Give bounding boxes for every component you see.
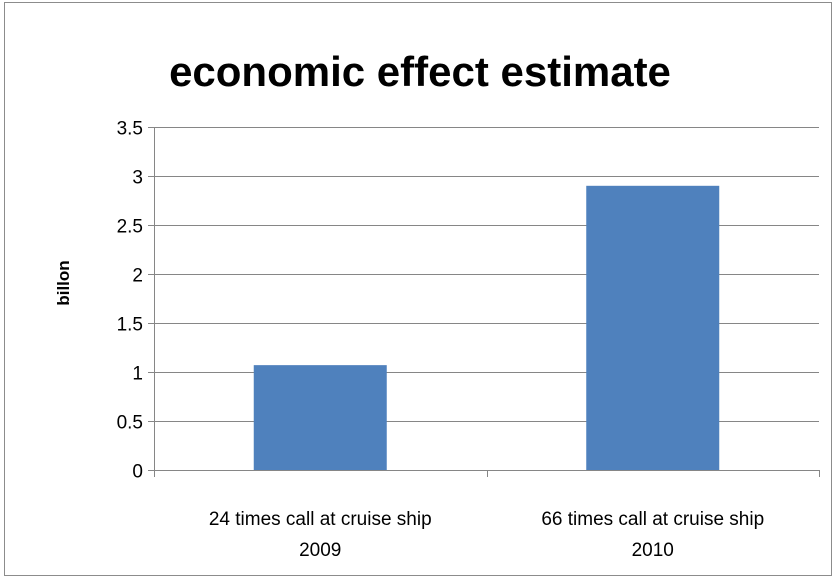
- y-tick-label: 3: [132, 168, 143, 189]
- x-category-label-line: 2010: [632, 540, 674, 561]
- x-axis-category-labels: 24 times call at cruise ship 2009 66 times…: [209, 509, 764, 561]
- y-axis-label: billon: [54, 260, 73, 305]
- axes: [148, 127, 820, 477]
- x-category-label-line: 2009: [299, 540, 341, 561]
- x-category-label-line: 24 times call at cruise ship: [209, 509, 432, 530]
- y-tick-label: 3.5: [117, 119, 143, 140]
- y-tick-label: 2.5: [117, 217, 143, 238]
- y-tick-label: 0.5: [117, 413, 143, 434]
- chart-title: economic effect estimate: [169, 48, 671, 95]
- bar: [586, 185, 720, 471]
- bar: [253, 365, 387, 470]
- y-tick-label: 1.5: [117, 315, 143, 336]
- y-axis-tick-labels: 0 0.5 1 1.5 2 2.5 3 3.5: [117, 119, 143, 483]
- bars: [253, 185, 720, 471]
- y-tick-label: 2: [132, 266, 143, 287]
- y-tick-label: 1: [132, 364, 143, 385]
- x-category-label-line: 66 times call at cruise ship: [541, 509, 764, 530]
- y-tick-label: 0: [132, 462, 143, 483]
- x-category-label: 24 times call at cruise ship 2009: [209, 509, 432, 561]
- x-category-label: 66 times call at cruise ship 2010: [541, 509, 764, 561]
